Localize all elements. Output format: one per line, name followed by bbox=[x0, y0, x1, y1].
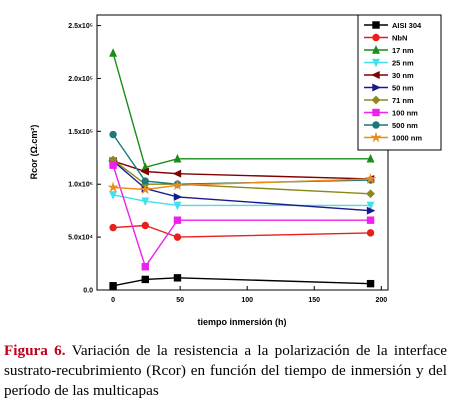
data-point bbox=[140, 167, 149, 176]
legend-item: 500 nm bbox=[364, 121, 418, 130]
series-30-nm bbox=[108, 156, 375, 183]
data-point bbox=[173, 274, 182, 282]
legend-item: 71 nm bbox=[364, 95, 414, 105]
x-tick-label: 200 bbox=[375, 297, 387, 304]
legend-swatch-marker bbox=[372, 21, 380, 29]
legend-swatch-marker bbox=[372, 108, 380, 117]
x-tick-label: 50 bbox=[176, 297, 184, 304]
legend-label: 50 nm bbox=[392, 83, 414, 92]
data-point bbox=[366, 189, 375, 199]
data-point bbox=[109, 48, 118, 57]
data-point bbox=[141, 197, 150, 207]
data-point bbox=[173, 201, 182, 211]
legend-item: 30 nm bbox=[364, 71, 414, 80]
legend-label: 1000 nm bbox=[392, 133, 422, 142]
data-point bbox=[366, 229, 375, 237]
x-tick-label: 0 bbox=[111, 297, 115, 304]
legend-item: NbN bbox=[364, 33, 407, 42]
series-line bbox=[112, 52, 371, 169]
data-point bbox=[141, 221, 149, 230]
series-25-nm bbox=[109, 191, 375, 211]
data-point bbox=[171, 179, 184, 191]
legend-item: 17 nm bbox=[364, 45, 414, 55]
x-tick-label: 150 bbox=[308, 297, 320, 304]
y-tick-label: 2.0x10⁵ bbox=[68, 76, 93, 83]
legend-label: 17 nm bbox=[392, 46, 414, 55]
series-line bbox=[112, 160, 371, 212]
legend-swatch-marker bbox=[371, 95, 381, 105]
series-71-nm bbox=[108, 155, 375, 199]
series-nbn bbox=[109, 221, 375, 241]
data-point bbox=[109, 130, 117, 139]
series-1000-nm bbox=[107, 172, 377, 195]
data-point bbox=[366, 216, 375, 224]
series-line bbox=[113, 178, 371, 191]
legend-swatch-marker bbox=[371, 71, 380, 79]
y-tick-label: 1.5x10⁵ bbox=[68, 129, 93, 136]
series-17-nm bbox=[109, 48, 375, 172]
data-point bbox=[141, 177, 149, 185]
data-point bbox=[109, 223, 117, 232]
series-line bbox=[112, 159, 371, 195]
data-point bbox=[366, 206, 376, 215]
figure-caption: Figura 6. Variación de la resistencia a … bbox=[4, 341, 447, 401]
legend-swatch-marker bbox=[370, 131, 382, 143]
legend-label: 500 nm bbox=[392, 121, 418, 130]
y-tick-label: 0.0 bbox=[83, 288, 93, 295]
legend-swatch-marker bbox=[372, 58, 380, 68]
plot-frame bbox=[96, 14, 389, 291]
legend-item: 1000 nm bbox=[364, 131, 422, 143]
caption-text: Variación de la resistencia a la polariz… bbox=[4, 342, 447, 399]
series-line bbox=[112, 194, 371, 207]
series-line bbox=[112, 164, 371, 269]
data-point bbox=[173, 192, 183, 201]
data-point bbox=[173, 233, 182, 241]
data-point bbox=[109, 161, 117, 169]
legend-item: 50 nm bbox=[364, 83, 414, 92]
data-point bbox=[141, 275, 149, 284]
data-point bbox=[172, 169, 182, 178]
data-point bbox=[364, 172, 377, 184]
y-tick-label: 1.0x10⁵ bbox=[68, 182, 93, 189]
x-axis-label: tiempo inmersión (h) bbox=[197, 317, 286, 327]
caption-lead: Figura 6. bbox=[4, 342, 66, 359]
legend-label: NbN bbox=[392, 33, 407, 42]
legend-label: 71 nm bbox=[392, 96, 414, 105]
chart: 0.0 5.0x10⁴ 1.0x10⁵ 1.5x10⁵ 2.0x10⁵ 2.5x10⁵ 0 5… bbox=[29, 14, 442, 327]
series-line bbox=[113, 224, 371, 238]
x-tick-label: 100 bbox=[241, 297, 253, 304]
series-100-nm bbox=[109, 161, 375, 271]
legend-label: 25 nm bbox=[392, 58, 414, 67]
data-point bbox=[109, 191, 118, 200]
data-point bbox=[139, 183, 152, 195]
legend-swatch-marker bbox=[372, 83, 381, 92]
y-axis-label: Rcor (Ω.cm²) bbox=[29, 125, 39, 180]
y-tick-label: 2.5x10⁵ bbox=[68, 23, 93, 30]
data-point bbox=[366, 201, 375, 211]
legend-item: 25 nm bbox=[364, 58, 414, 68]
data-point bbox=[107, 181, 119, 193]
legend-swatch-marker bbox=[372, 121, 380, 129]
series-line bbox=[112, 160, 371, 180]
data-point bbox=[366, 279, 375, 288]
legend-label: 30 nm bbox=[392, 71, 414, 80]
legend-item: 100 nm bbox=[364, 108, 418, 117]
data-point bbox=[109, 282, 117, 290]
legend-swatch-marker bbox=[372, 45, 380, 54]
data-point bbox=[141, 263, 149, 271]
series-aisi-304 bbox=[109, 274, 375, 290]
legend-swatch-marker bbox=[372, 33, 380, 42]
legend-label: AISI 304 bbox=[392, 21, 422, 30]
data-point bbox=[366, 153, 375, 163]
series-line bbox=[112, 277, 371, 287]
legend-item: AISI 304 bbox=[364, 21, 422, 30]
legend-label: 100 nm bbox=[392, 108, 418, 117]
data-point bbox=[173, 216, 182, 224]
y-tick-label: 5.0x10⁴ bbox=[68, 235, 93, 242]
data-point bbox=[173, 153, 182, 163]
